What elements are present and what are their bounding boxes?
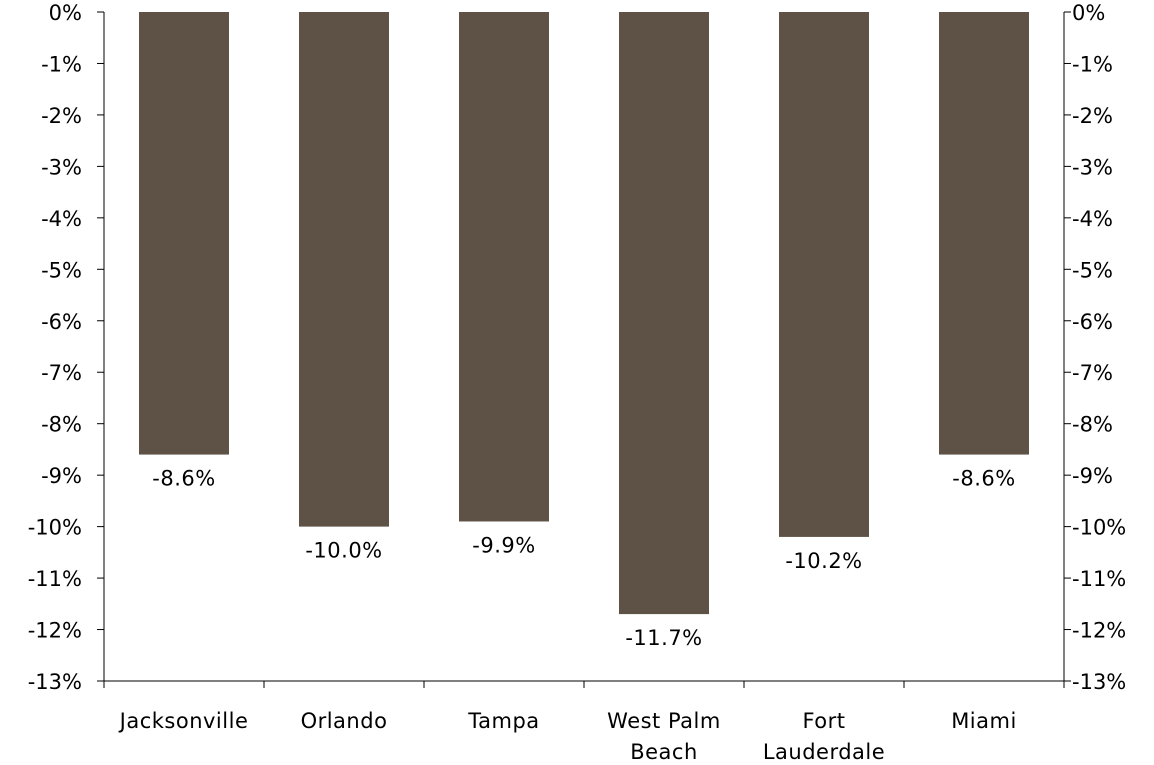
y-tick-label-left-0: 0% xyxy=(49,1,82,25)
y-tick-label-left-4: -4% xyxy=(41,207,82,231)
y-tick-label-right-3: -3% xyxy=(1072,155,1113,179)
y-tick-label-left-12: -12% xyxy=(28,619,82,643)
x-tick-label-3: West Palm Beach xyxy=(607,709,721,764)
axes: 0% 0% -1% -1% -2% -2% -3% -3% -4% -4% -5% -5% -6% -6%… xyxy=(28,1,1127,764)
bar-2 xyxy=(459,12,549,522)
y-tick-label-left-11: -11% xyxy=(28,567,82,591)
y-tick-label-left-8: -8% xyxy=(41,413,82,437)
data-label-2: -9.9% xyxy=(472,533,535,557)
x-tick-label-5: Miami xyxy=(951,709,1017,733)
data-label-5: -8.6% xyxy=(952,467,1015,491)
y-tick-label-right-6: -6% xyxy=(1072,310,1113,334)
y-tick-label-right-5: -5% xyxy=(1072,258,1113,282)
x-tick-label-2: Tampa xyxy=(467,709,539,733)
y-tick-label-right-10: -10% xyxy=(1072,516,1126,540)
data-label-3: -11.7% xyxy=(625,626,702,650)
y-tick-label-right-9: -9% xyxy=(1072,464,1113,488)
y-tick-label-right-13: -13% xyxy=(1072,670,1126,694)
y-tick-label-left-5: -5% xyxy=(41,258,82,282)
y-tick-label-right-0: 0% xyxy=(1072,1,1105,25)
x-tick-label-0: Jacksonville xyxy=(118,709,249,733)
y-tick-label-left-13: -13% xyxy=(28,670,82,694)
data-label-4: -10.2% xyxy=(785,549,862,573)
x-tick-label-1: Orlando xyxy=(301,709,388,733)
y-tick-label-left-10: -10% xyxy=(28,516,82,540)
bar-3 xyxy=(619,12,709,615)
bar-4 xyxy=(779,12,869,537)
bar-0 xyxy=(139,12,229,455)
data-label-1: -10.0% xyxy=(305,539,382,563)
bar-1 xyxy=(299,12,389,527)
y-tick-label-right-11: -11% xyxy=(1072,567,1126,591)
y-tick-label-left-6: -6% xyxy=(41,310,82,334)
y-tick-label-right-2: -2% xyxy=(1072,104,1113,128)
x-tick-label-4: Fort Lauderdale xyxy=(763,709,885,764)
data-labels: -8.6% -10.0% -9.9% -11.7% -10.2% -8.6% xyxy=(152,467,1015,651)
y-tick-label-left-7: -7% xyxy=(41,361,82,385)
y-tick-label-right-12: -12% xyxy=(1072,619,1126,643)
y-tick-label-right-1: -1% xyxy=(1072,52,1113,76)
bars xyxy=(139,12,1029,615)
y-tick-label-right-4: -4% xyxy=(1072,207,1113,231)
data-label-0: -8.6% xyxy=(152,467,215,491)
bar-5 xyxy=(939,12,1029,455)
y-tick-label-right-7: -7% xyxy=(1072,361,1113,385)
y-tick-label-left-9: -9% xyxy=(41,464,82,488)
y-tick-label-left-2: -2% xyxy=(41,104,82,128)
y-tick-label-left-3: -3% xyxy=(41,155,82,179)
y-tick-label-right-8: -8% xyxy=(1072,413,1113,437)
y-tick-label-left-1: -1% xyxy=(41,52,82,76)
